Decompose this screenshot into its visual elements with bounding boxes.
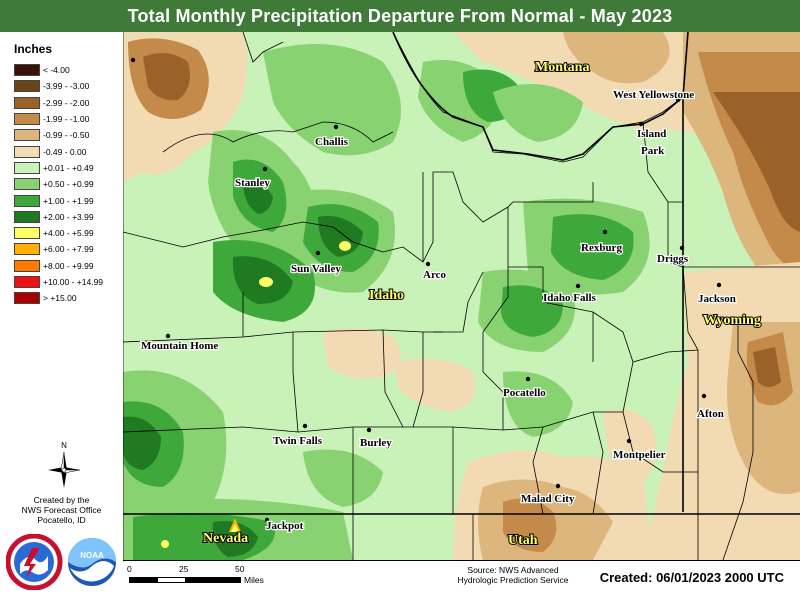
legend-swatch <box>14 161 40 174</box>
city-label-afton: Afton <box>697 408 724 420</box>
legend-swatch <box>14 194 40 207</box>
legend-item: < -4.00 <box>14 62 103 78</box>
dry-areas <box>123 32 800 560</box>
legend-item: -0.99 - -0.50 <box>14 127 103 143</box>
legend-label: -0.99 - -0.50 <box>43 130 90 141</box>
city-label-stanley: Stanley <box>235 177 270 189</box>
legend-item: +10.00 - +14.99 <box>14 274 103 290</box>
city-label-mountain-home: Mountain Home <box>141 340 218 352</box>
footer-bar: 0 25 50 Miles Source: NWS Advanced Hydro… <box>123 560 800 595</box>
map-title: Total Monthly Precipitation Departure Fr… <box>0 0 800 32</box>
city-label-island: Island <box>637 128 666 140</box>
agency-logos: NOAA <box>6 534 118 590</box>
source-text: Source: NWS Advanced Hydrologic Predicti… <box>457 565 569 585</box>
city-label-pocatello: Pocatello <box>503 387 546 399</box>
state-label-nevada: Nevada <box>203 531 248 546</box>
city-label-jackpot: Jackpot <box>266 520 304 532</box>
city-label-malad-city: Malad City <box>521 493 575 505</box>
legend-item: +4.00 - +5.99 <box>14 225 103 241</box>
noaa-logo-icon: NOAA <box>66 536 118 588</box>
legend-label: +1.00 - +1.99 <box>43 195 94 206</box>
legend-label: +0.01 - +0.49 <box>43 162 94 173</box>
city-label-park: Park <box>641 145 665 157</box>
north-arrow-icon: N <box>48 441 81 488</box>
legend-label: +6.00 - +7.99 <box>43 244 94 255</box>
state-label-idaho: Idaho <box>369 288 404 303</box>
legend-title: Inches <box>14 42 53 56</box>
city-label-arco: Arco <box>423 269 447 281</box>
legend-label: -1.99 - -1.00 <box>43 114 90 125</box>
state-labels: Montana Idaho Wyoming Nevada Utah <box>202 59 762 549</box>
legend-item: +0.50 - +0.99 <box>14 176 103 192</box>
legend-swatch <box>14 292 40 305</box>
city-labels: West Yellowstone Island Park Challis Sta… <box>140 88 737 534</box>
city-markers <box>130 57 722 523</box>
legend-panel: Inches < -4.00 -3.99 - -3.00 -2.99 - -2.00… <box>0 32 123 595</box>
city-label-challis: Challis <box>315 136 349 148</box>
credit-text: Created by the NWS Forecast Office Pocat… <box>21 495 102 525</box>
state-label-wyoming: Wyoming <box>703 313 761 328</box>
legend-item: -0.49 - 0.00 <box>14 143 103 159</box>
compass-label: N <box>61 441 67 450</box>
legend-swatch <box>14 276 40 288</box>
high-precip-spots <box>161 241 351 548</box>
legend-label: +0.50 - +0.99 <box>43 179 94 190</box>
state-boundaries <box>123 32 800 515</box>
legend-swatch <box>14 96 40 109</box>
legend-label: -3.99 - -3.00 <box>43 81 90 92</box>
legend-item: +8.00 - +9.99 <box>14 258 103 274</box>
svg-text:NOAA: NOAA <box>80 551 104 560</box>
city-label-west-yellowstone: West Yellowstone <box>613 89 694 101</box>
city-label-sun-valley: Sun Valley <box>291 263 341 275</box>
city-label-driggs: Driggs <box>657 253 689 265</box>
state-label-montana: Montana <box>535 60 589 75</box>
map-canvas: Montana Idaho Wyoming Nevada Utah <box>123 32 800 560</box>
scale-unit: Miles <box>244 575 264 585</box>
legend-swatch <box>14 210 40 223</box>
nws-logo-icon <box>6 534 63 590</box>
scale-bar <box>129 577 241 583</box>
wet-areas <box>123 44 650 560</box>
city-label-rexburg: Rexburg <box>581 242 622 254</box>
legend-label: > +15.00 <box>43 293 77 304</box>
legend-swatch <box>14 80 40 93</box>
city-label-twin-falls: Twin Falls <box>273 435 323 447</box>
legend-label: +4.00 - +5.99 <box>43 228 94 239</box>
legend-swatch <box>14 145 40 158</box>
legend: < -4.00 -3.99 - -3.00 -2.99 - -2.00 -1.99 -… <box>14 62 103 306</box>
legend-swatch <box>14 243 40 256</box>
legend-swatch <box>14 227 40 240</box>
legend-label: -2.99 - -2.00 <box>43 97 90 108</box>
scale-ticks: 0 25 50 <box>127 564 245 574</box>
legend-swatch <box>14 129 40 142</box>
legend-swatch <box>14 259 40 272</box>
legend-item: +1.00 - +1.99 <box>14 192 103 208</box>
precipitation-map[interactable]: Montana Idaho Wyoming Nevada Utah <box>123 32 800 560</box>
legend-item: +2.00 - +3.99 <box>14 209 103 225</box>
legend-item: -2.99 - -2.00 <box>14 95 103 111</box>
legend-swatch <box>14 113 40 126</box>
city-label-idaho-falls: Idaho Falls <box>543 292 597 304</box>
legend-label: < -4.00 <box>43 65 70 76</box>
legend-label: +8.00 - +9.99 <box>43 260 94 271</box>
city-label-burley: Burley <box>360 437 392 449</box>
legend-swatch <box>14 64 40 77</box>
created-timestamp: Created: 06/01/2023 2000 UTC <box>599 570 784 585</box>
legend-label: -0.49 - 0.00 <box>43 146 87 157</box>
legend-item: +0.01 - +0.49 <box>14 160 103 176</box>
city-label-montpelier: Montpelier <box>613 449 666 461</box>
legend-swatch <box>14 178 40 191</box>
legend-item: -3.99 - -3.00 <box>14 78 103 94</box>
state-label-utah: Utah <box>508 533 538 548</box>
legend-item: > +15.00 <box>14 290 103 306</box>
legend-label: +10.00 - +14.99 <box>43 277 104 287</box>
legend-item: -1.99 - -1.00 <box>14 111 103 127</box>
city-label-jackson: Jackson <box>698 293 736 305</box>
legend-label: +2.00 - +3.99 <box>43 211 94 222</box>
legend-item: +6.00 - +7.99 <box>14 241 103 257</box>
